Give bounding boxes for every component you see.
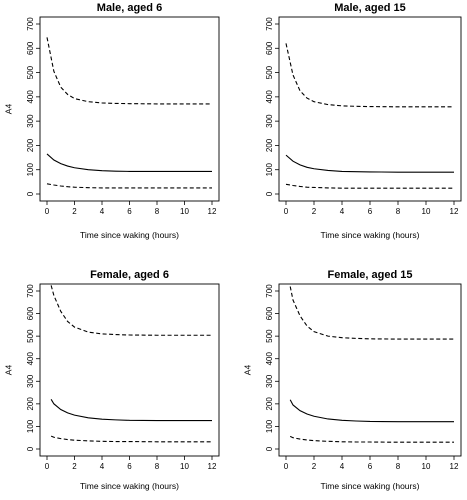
y-tick-label: 0 [265,446,274,451]
x-tick-label: 12 [208,207,217,216]
x-tick-label: 10 [180,207,189,216]
y-tick-label: 700 [265,17,274,31]
x-tick-label: 0 [284,207,289,216]
y-axis-label: A4 [242,365,252,376]
plot-frame [278,283,462,457]
x-tick-label: 2 [72,462,77,471]
x-tick-label: 12 [450,462,459,471]
x-axis-label: Time since waking (hours) [80,230,179,240]
x-tick-label: 12 [208,462,217,471]
y-tick-label: 600 [26,306,35,320]
x-tick-label: 10 [422,207,431,216]
x-tick-label: 0 [45,207,50,216]
y-tick-label: 200 [26,138,35,152]
y-tick-label: 400 [265,90,274,104]
chart-title: Male, aged 15 [334,2,406,14]
y-tick-label: 0 [26,191,35,196]
chart-title: Female, aged 15 [328,269,413,281]
y-tick-label: 300 [265,114,274,128]
x-tick-label: 8 [396,207,401,216]
x-tick-label: 12 [450,207,459,216]
x-axis-label: Time since waking (hours) [80,481,179,491]
chart-panel-3: Female, aged 6 0 2 4 6 8 10 12 0 100 200 300 400 500 6… [3,269,220,491]
y-tick-label: 200 [26,397,35,411]
series-line-2 [289,399,454,423]
y-tick-label: 700 [26,17,35,31]
y-tick-label: 500 [26,65,35,79]
series-line-1 [289,286,454,340]
x-tick-label: 4 [340,207,345,216]
x-axis-label: Time since waking (hours) [321,230,420,240]
x-tick-label: 2 [312,462,317,471]
chart-title: Male, aged 6 [97,2,162,14]
series-line-2 [285,154,454,173]
y-tick-label: 100 [265,162,274,176]
x-tick-label: 4 [100,462,105,471]
series-line-3 [50,435,212,443]
y-tick-label: 400 [26,90,35,104]
y-tick-label: 400 [265,351,274,365]
y-tick-label: 600 [265,306,274,320]
x-tick-label: 2 [312,207,317,216]
y-tick-label: 500 [265,65,274,79]
chart-panel-4: Female, aged 15 0 2 4 6 8 10 12 0 100 200 300 400 500… [242,269,462,491]
x-tick-label: 6 [368,207,373,216]
y-tick-label: 300 [265,374,274,388]
series-line-2 [46,153,212,172]
x-tick-label: 0 [45,462,50,471]
y-tick-label: 700 [26,284,35,298]
chart-panel-2: Male, aged 15 0 2 4 6 8 10 12 0 100 200 300 400 500 60… [265,2,462,240]
series-line-1 [46,37,212,105]
x-tick-label: 8 [155,462,160,471]
plot-frame [39,283,220,457]
series-line-3 [285,183,454,189]
x-tick-label: 0 [284,462,289,471]
x-tick-label: 10 [180,462,189,471]
y-tick-label: 300 [26,114,35,128]
series-line-3 [46,183,212,189]
series-line-1 [50,285,212,336]
x-tick-label: 8 [155,207,160,216]
y-tick-label: 100 [26,419,35,433]
series-line-1 [285,43,454,108]
y-tick-label: 500 [26,329,35,343]
chart-title: Female, aged 6 [90,269,169,281]
y-tick-label: 500 [265,329,274,343]
y-axis-label: A4 [3,365,13,376]
y-tick-label: 100 [26,162,35,176]
x-tick-label: 8 [396,462,401,471]
x-tick-label: 4 [100,207,105,216]
y-tick-label: 300 [26,374,35,388]
y-axis-label: A4 [3,104,13,115]
y-tick-label: 0 [26,446,35,451]
x-tick-label: 6 [127,462,132,471]
y-tick-label: 0 [265,191,274,196]
y-tick-label: 600 [26,41,35,55]
series-line-3 [289,435,454,443]
x-tick-label: 6 [368,462,373,471]
y-tick-label: 200 [265,397,274,411]
plot-frame [39,16,220,202]
series-line-2 [50,399,212,422]
chart-panel-1: Male, aged 6 0 2 4 6 8 10 12 0 100 200 300 400 500 600… [3,2,220,240]
x-tick-label: 6 [127,207,132,216]
x-tick-label: 10 [422,462,431,471]
plot-frame [278,16,462,202]
y-tick-label: 600 [265,41,274,55]
x-axis-label: Time since waking (hours) [321,481,420,491]
y-tick-label: 100 [265,419,274,433]
y-tick-label: 400 [26,351,35,365]
y-tick-label: 700 [265,284,274,298]
x-tick-label: 2 [72,207,77,216]
x-tick-label: 4 [340,462,345,471]
y-tick-label: 200 [265,138,274,152]
